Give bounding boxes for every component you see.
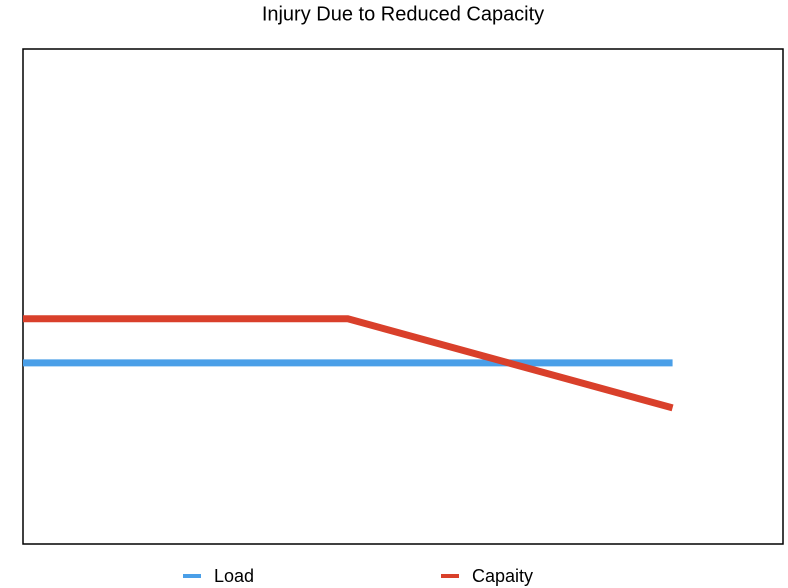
- legend-label: Load: [214, 566, 254, 586]
- legend-label: Capaity: [472, 566, 533, 586]
- chart-title: Injury Due to Reduced Capacity: [262, 3, 544, 25]
- data-line: [23, 315, 674, 412]
- plot-frame: [22, 48, 784, 545]
